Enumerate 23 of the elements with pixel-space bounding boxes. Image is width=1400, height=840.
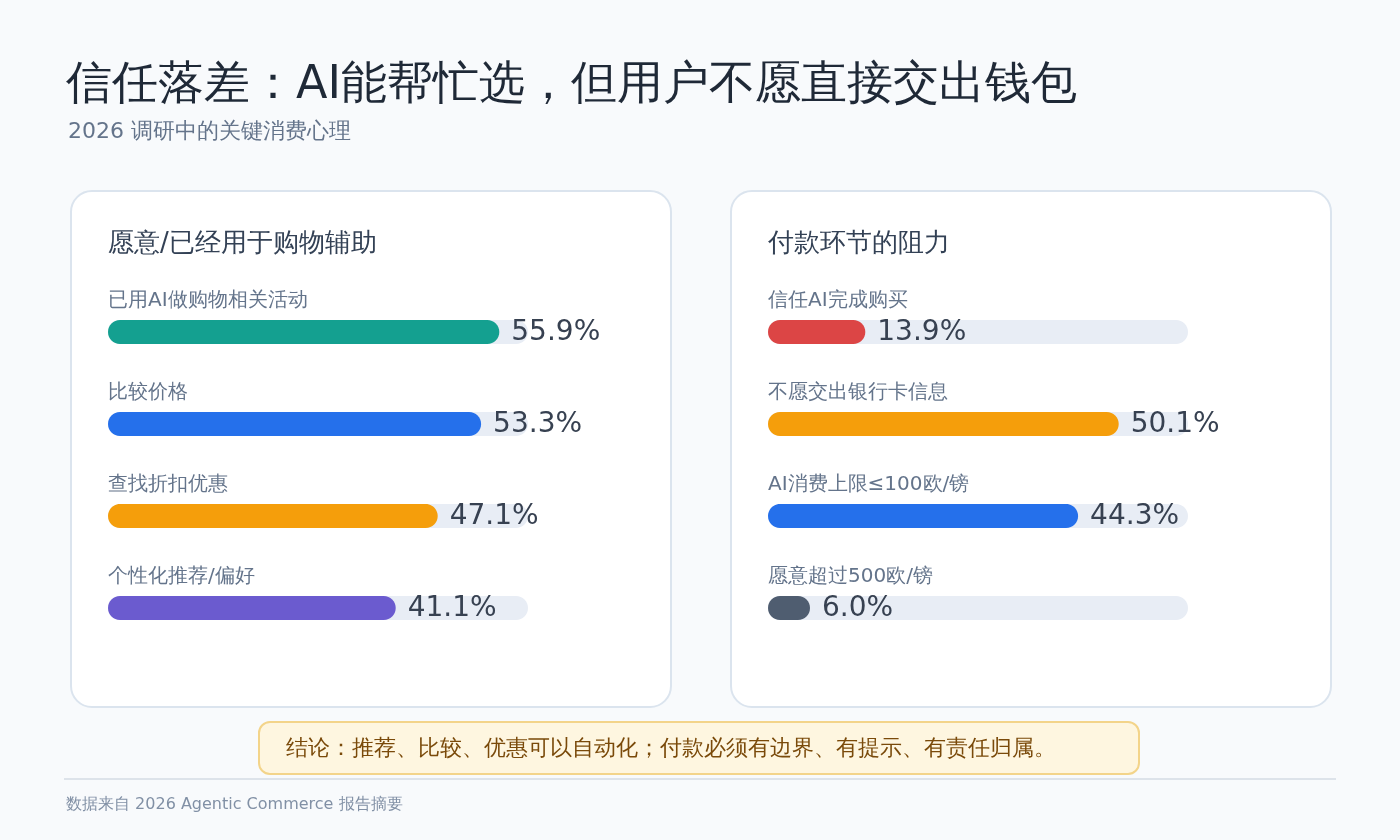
data-label: 41.1% (407, 590, 497, 623)
category-label: 比较价格 (108, 379, 188, 403)
category-label: 信任AI完成购买 (768, 287, 908, 311)
bar (768, 320, 866, 344)
text: 信任落差：AI能帮忙选，但用户不愿直接交出钱包 (66, 54, 1078, 111)
category-label: 已用AI做购物相关活动 (108, 287, 308, 311)
data-label: 47.1% (449, 498, 539, 531)
category-label: 个性化推荐/偏好 (108, 563, 255, 587)
category-label: AI消费上限≤100欧/镑 (768, 471, 970, 495)
text: 数据来自 2026 Agentic Commerce 报告摘要 (66, 794, 403, 815)
data-label: 50.1% (1130, 406, 1220, 439)
category-label: 愿意超过500欧/镑 (768, 563, 933, 587)
category-label: 不愿交出银行卡信息 (768, 379, 948, 403)
text: 2026 调研中的关键消费心理 (68, 117, 351, 145)
category-label: 查找折扣优惠 (108, 471, 228, 495)
chart-title: 愿意/已经用于购物辅助 (108, 227, 377, 257)
data-label: 53.3% (493, 406, 583, 439)
text: 结论：推荐、比较、优惠可以自动化；付款必须有边界、有提示、有责任归属。 (258, 721, 1140, 775)
data-label: 13.9% (877, 314, 967, 347)
data-label: 6.0% (822, 590, 894, 623)
data-label: 55.9% (511, 314, 601, 347)
chart-title: 付款环节的阻力 (767, 227, 950, 257)
data-label: 44.3% (1090, 498, 1180, 531)
